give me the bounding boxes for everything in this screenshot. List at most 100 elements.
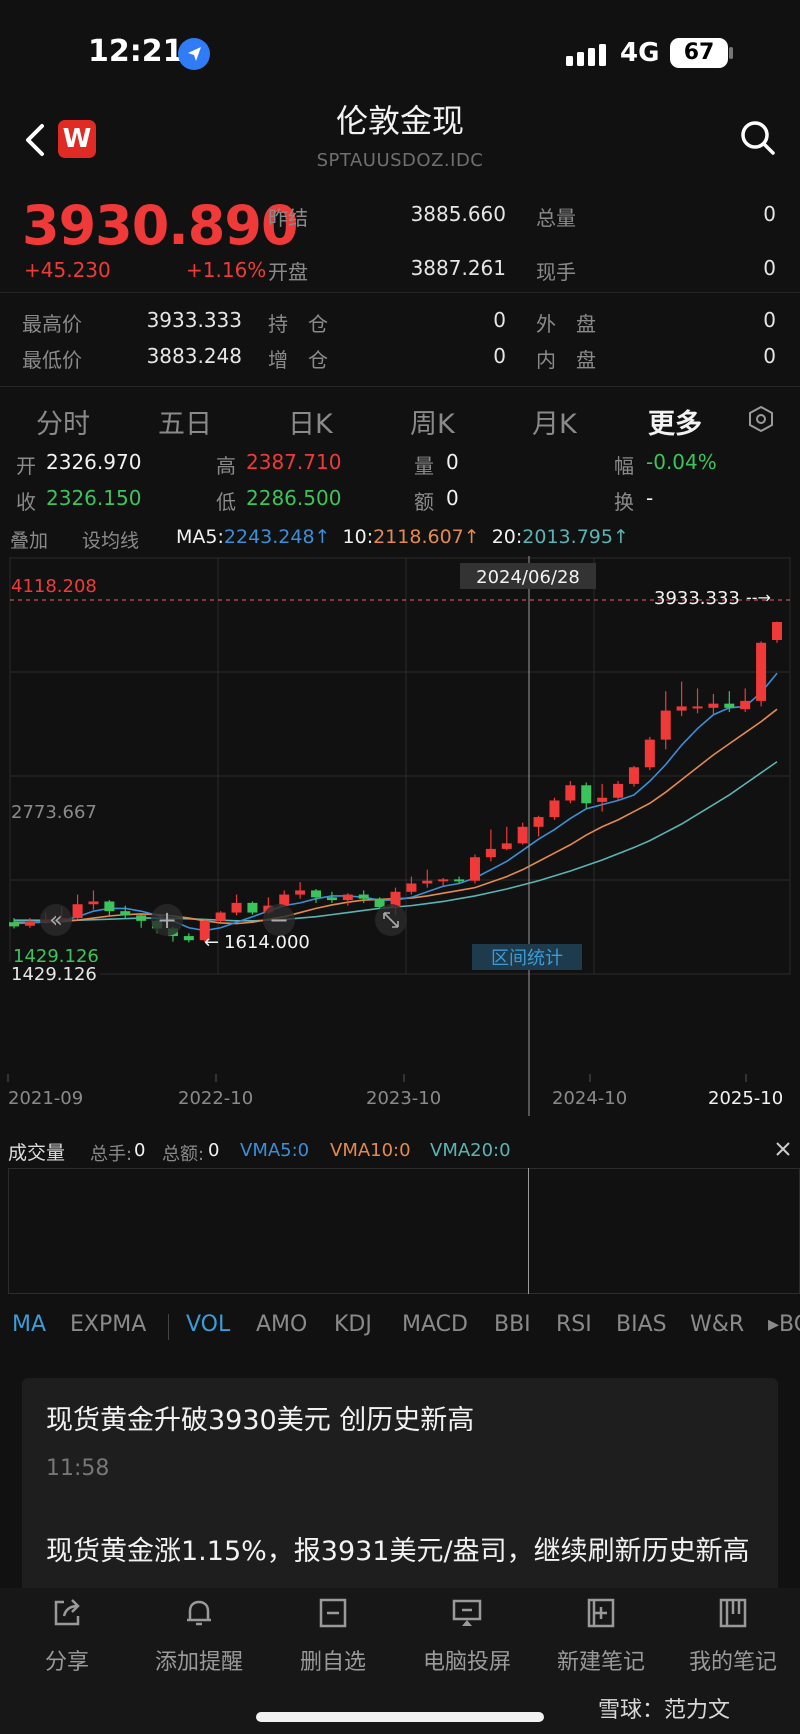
my-notes-button[interactable]: 我的笔记 [678,1596,788,1676]
total-amount-label: 总额: [162,1144,205,1165]
ohlc-vol-value: 0 [446,450,459,474]
candle-body [756,642,767,701]
set-ma-button[interactable]: 设均线 [82,530,140,552]
candle [501,826,512,851]
home-indicator[interactable] [256,1712,544,1722]
scroll-left-button[interactable]: « [40,904,72,936]
tab-five-day[interactable]: 五日 [158,409,212,440]
tab-daily-k[interactable]: 日K [288,409,333,440]
candle-body [660,710,671,740]
candle [660,691,671,750]
candle [772,621,782,643]
news-time: 11:58 [46,1456,110,1481]
candle [469,854,480,884]
chart-settings-icon[interactable] [746,404,776,434]
zoom-out-button[interactable]: − [263,904,295,936]
x-axis-label: 2021-09 [8,1088,83,1109]
remove-watchlist-label: 删自选 [299,1650,366,1675]
remove-watchlist-button[interactable]: 删自选 [278,1596,388,1676]
candle [295,882,306,899]
candle [326,891,337,903]
bottom-action-bar [0,1588,800,1734]
tab-weekly-k[interactable]: 周K [410,409,455,440]
search-icon[interactable] [738,118,778,158]
current-hand-value: 0 [763,256,776,280]
ind-tab-more[interactable]: ▸BC [768,1312,800,1337]
fullscreen-button[interactable] [375,904,407,936]
ind-tab-ma[interactable]: MA [12,1312,47,1337]
candle-body [454,879,465,882]
candle [342,893,353,906]
news-headline[interactable]: 现货黄金升破3930美元 创历史新高 [46,1405,475,1436]
candle-body [311,890,322,898]
back-chevron-icon[interactable] [22,120,50,160]
candle-body [104,901,115,912]
candle-body [517,826,528,844]
candle [88,890,99,910]
status-time: 12:21 [88,34,184,69]
candle-body [9,922,19,927]
ind-tab-vol[interactable]: VOL [186,1312,231,1337]
ohlc-high-value: 2387.710 [246,450,342,474]
candle-body [183,936,194,941]
ind-tab-expma[interactable]: EXPMA [70,1312,147,1337]
ind-tab-amo[interactable]: AMO [256,1312,308,1337]
candlestick-chart[interactable]: 4118.208 2773.667 1429.126 1429.126 2024… [0,556,800,1116]
close-icon[interactable] [774,1140,792,1158]
candle-body [231,902,242,913]
candle [597,783,608,812]
ohlc-vol-label: 量 [414,454,434,478]
ind-tab-bias[interactable]: BIAS [616,1312,667,1337]
ind-tab-rsi[interactable]: RSI [556,1312,592,1337]
chart-grid [9,557,791,975]
x-axis-label: 2025-10 [708,1088,783,1109]
x-axis-label: 2022-10 [178,1088,253,1109]
zoom-in-button[interactable]: + [151,904,183,936]
crosshair-line-volume [528,1168,529,1294]
candle [708,693,719,715]
tab-intraday[interactable]: 分时 [36,409,90,440]
candle-body [438,879,449,882]
tab-monthly-k[interactable]: 月K [532,409,577,440]
location-arrow-icon [178,38,210,70]
candle [517,822,528,845]
candle [485,829,496,862]
ind-tab-wr[interactable]: W&R [690,1312,745,1337]
outer-disk-value: 0 [763,308,776,332]
candle-body [676,706,687,711]
candle [374,897,385,909]
share-button[interactable]: 分享 [12,1596,122,1676]
ohlc-low-value: 2286.500 [246,486,342,510]
candles [9,621,782,943]
divider [0,292,800,293]
candle-body [740,700,751,710]
screen-cast-label: 电脑投屏 [422,1650,511,1675]
candle [756,641,767,707]
ma-legend: MA5:2243.248↑ 10:2118.607↑ 20:2013.795↑ [176,526,629,548]
battery-tip [729,47,733,59]
news-card[interactable]: 现货黄金升破3930美元 创历史新高 11:58 现货黄金涨1.15%，报393… [22,1378,778,1608]
new-note-button[interactable]: 新建笔记 [546,1596,656,1676]
ma20-label: 20: [491,526,523,548]
candle-body [565,785,576,801]
screen-cast-button[interactable]: 电脑投屏 [412,1596,522,1676]
signal-icon [566,44,606,66]
vma5: VMA5:0 [240,1140,310,1161]
candle-body [644,739,655,768]
watermark: 雪球：范力文 [598,1698,731,1723]
candle-body [136,915,147,921]
candle [628,765,639,787]
overlay-button[interactable]: 叠加 [10,530,49,552]
ma10-value: 2118.607↑ [373,526,480,548]
open-value: 3887.261 [410,256,506,280]
tab-more[interactable]: 更多 [648,409,702,440]
max-price-label: 3933.333 [654,588,740,609]
candle-body [390,891,401,908]
ind-tab-macd[interactable]: MACD [402,1312,468,1337]
oi-change-value: 0 [493,344,506,368]
add-alert-button[interactable]: 添加提醒 [144,1596,254,1676]
high-price-label: 最高价 [22,312,82,336]
ind-tab-kdj[interactable]: KDJ [334,1312,372,1337]
candle [740,688,751,712]
ind-tab-bbi[interactable]: BBI [494,1312,531,1337]
